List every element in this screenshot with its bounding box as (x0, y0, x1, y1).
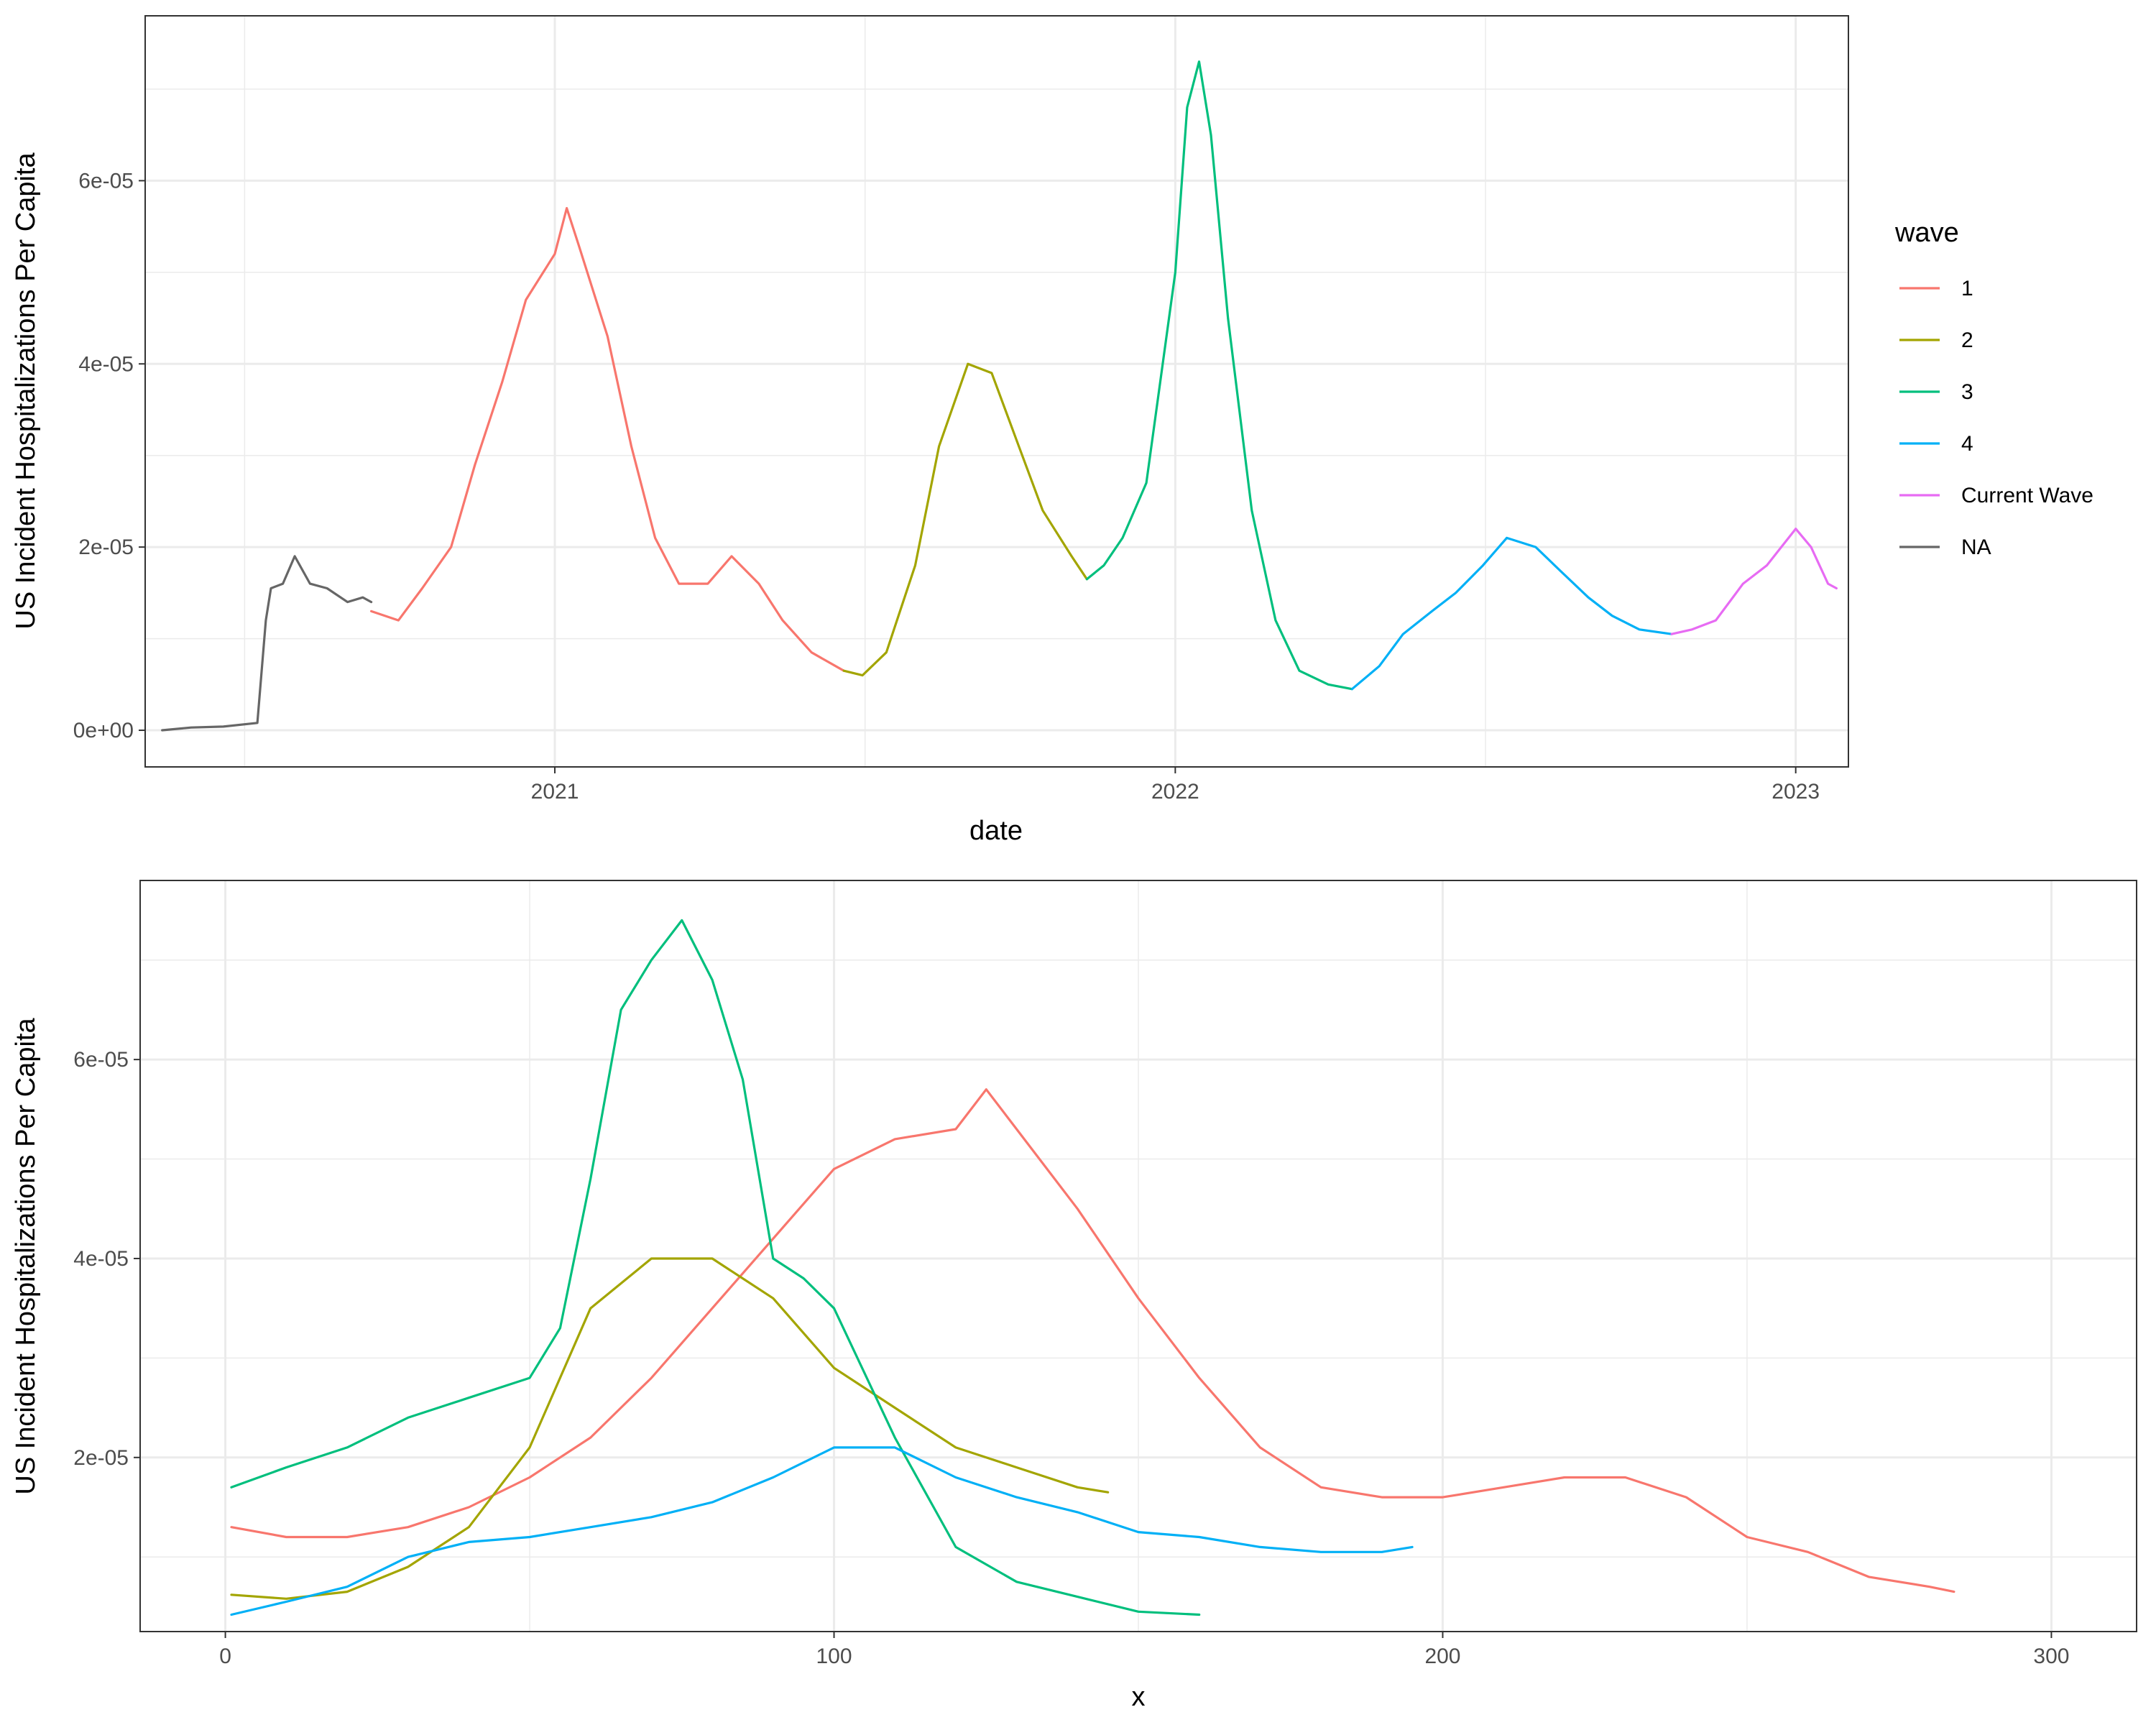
series-line-1-3 (842, 362, 1089, 677)
y-axis-bottom: 2e-05 4e-05 6e-05 (73, 1048, 140, 1470)
x-axis-title-bottom: x (1132, 1682, 1146, 1712)
plot-border-top (144, 15, 1849, 768)
series-line-1-6 (1670, 528, 1838, 635)
x-tick-label: 100 (816, 1644, 852, 1668)
series-line-1-1 (161, 555, 373, 732)
x-tick-label: 2021 (531, 780, 579, 804)
legend-title: wave (1894, 218, 1959, 248)
y-tick-label: 4e-05 (73, 1247, 129, 1271)
x-axis-top: 2021 2022 2023 (531, 767, 1820, 804)
series-line-1-2 (369, 207, 845, 672)
gridlines-top (145, 16, 1848, 767)
legend-label-6: NA (1961, 535, 1991, 559)
legend-label-3: 3 (1961, 380, 1973, 404)
series-lines-top (161, 60, 1838, 732)
legend-items: 1 2 3 4 Current Wave NA (1899, 277, 2093, 559)
y-axis-top: 0e+00 2e-05 4e-05 6e-05 (73, 169, 145, 742)
x-tick-label: 200 (1424, 1644, 1460, 1668)
x-tick-label: 0 (219, 1644, 231, 1668)
series-line-2-1 (230, 1088, 1955, 1593)
wave-aligned-chart: 2e-05 4e-05 6e-05 0 100 200 300 x US Incident… (11, 880, 2137, 1712)
legend: wave 1 2 3 4 Current Wave NA (1894, 218, 2093, 559)
legend-label-1: 1 (1961, 277, 1973, 300)
series-line-2-2 (230, 1257, 1110, 1600)
series-line-1-5 (1350, 536, 1673, 691)
legend-label-5: Current Wave (1961, 484, 2093, 507)
plot-border-bottom (139, 880, 2137, 1632)
series-line-1-4 (1085, 60, 1353, 691)
series-line-2-3 (230, 919, 1201, 1616)
x-axis-bottom: 0 100 200 300 (219, 1632, 2069, 1668)
y-tick-label: 4e-05 (78, 352, 134, 376)
legend-label-2: 2 (1961, 328, 1973, 352)
y-tick-label: 6e-05 (78, 169, 134, 193)
series-line-2-4 (230, 1446, 1414, 1616)
wave-timeseries-chart: 0e+00 2e-05 4e-05 6e-05 2021 2022 2023 date U… (11, 15, 2093, 846)
y-tick-label: 2e-05 (73, 1446, 129, 1470)
y-tick-label: 0e+00 (73, 719, 134, 742)
x-tick-label: 300 (2033, 1644, 2069, 1668)
y-tick-label: 6e-05 (73, 1048, 129, 1072)
x-axis-title-top: date (969, 816, 1023, 846)
x-tick-label: 2023 (1772, 780, 1820, 804)
gridlines-bottom (140, 880, 2137, 1632)
plot-panel-top (145, 16, 1848, 767)
x-tick-label: 2022 (1151, 780, 1199, 804)
y-axis-title-top: US Incident Hospitalizations Per Capita (11, 152, 41, 630)
y-axis-title-bottom: US Incident Hospitalizations Per Capita (11, 1018, 41, 1495)
series-lines-bottom (230, 919, 1955, 1616)
legend-label-4: 4 (1961, 432, 1973, 456)
y-tick-label: 2e-05 (78, 535, 134, 559)
